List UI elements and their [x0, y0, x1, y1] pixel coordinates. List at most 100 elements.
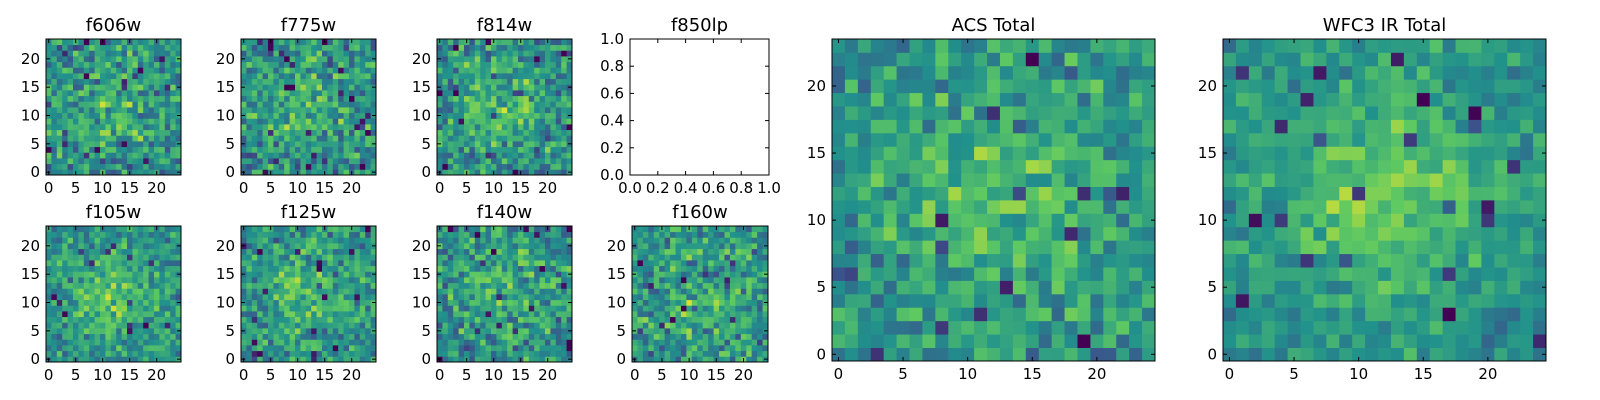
heatmap-cell: [46, 44, 52, 51]
heatmap-cell: [1077, 240, 1091, 255]
heatmap-cell: [332, 243, 339, 250]
heatmap-cell: [110, 248, 117, 255]
heatmap-cell: [241, 316, 247, 323]
heatmap-cell: [469, 90, 476, 97]
heatmap-cell: [474, 84, 481, 91]
heatmap-cell: [713, 277, 720, 284]
heatmap-cell: [78, 141, 85, 148]
heatmap-cell: [257, 95, 263, 102]
heatmap-cell: [338, 231, 344, 238]
heatmap-cell: [110, 265, 117, 272]
heatmap-cell: [154, 316, 160, 323]
heatmap-cell: [51, 265, 58, 272]
heatmap-cell: [100, 243, 106, 250]
heatmap-cell: [896, 146, 910, 161]
heatmap-cell: [735, 226, 742, 233]
heatmap-cell: [545, 311, 551, 318]
heatmap-cell: [110, 350, 117, 357]
heatmap-cell: [365, 169, 371, 176]
heatmap-cell: [659, 277, 666, 284]
heatmap-cell: [94, 90, 101, 97]
heatmap-cell: [78, 282, 85, 289]
heatmap-cell: [100, 322, 106, 329]
heatmap-cell: [974, 280, 988, 295]
heatmap-cell: [757, 333, 763, 340]
heatmap-cell: [539, 61, 546, 68]
heatmap-cell: [110, 135, 117, 142]
heatmap-cell: [485, 339, 492, 346]
heatmap-cell: [539, 141, 546, 148]
heatmap-cell: [691, 322, 698, 329]
heatmap-cell: [343, 39, 350, 46]
heatmap-cell: [469, 316, 476, 323]
heatmap-cell: [159, 141, 166, 148]
heatmap-cell: [132, 322, 139, 329]
heatmap-cell: [896, 240, 910, 255]
heatmap-cell: [561, 294, 567, 301]
heatmap-cell: [251, 356, 258, 363]
heatmap-cell: [305, 50, 312, 57]
heatmap-cell: [83, 243, 90, 250]
heatmap-cell: [105, 339, 112, 346]
heatmap-cell: [278, 141, 285, 148]
heatmap-cell: [170, 141, 176, 148]
heatmap-cell: [480, 101, 486, 108]
heatmap-cell: [359, 345, 366, 352]
heatmap-cell: [691, 248, 698, 255]
heatmap-cell: [632, 333, 638, 340]
heatmap-cell: [349, 328, 355, 335]
heatmap-cell: [724, 333, 731, 340]
heatmap-cell: [539, 107, 546, 114]
heatmap-cell: [148, 277, 155, 284]
heatmap-cell: [116, 50, 122, 57]
heatmap-cell: [442, 339, 449, 346]
heatmap-cell: [164, 163, 171, 170]
heatmap-cell: [447, 124, 454, 131]
heatmap-cell: [832, 253, 846, 268]
heatmap-cell: [100, 56, 106, 63]
heatmap-cell: [327, 135, 334, 142]
heatmap-cell: [491, 90, 497, 97]
heatmap-cell: [883, 213, 897, 228]
heatmap-cell: [262, 39, 269, 46]
heatmap-cell: [105, 299, 112, 306]
heatmap-cell: [343, 305, 350, 312]
heatmap-cell: [691, 316, 698, 323]
heatmap-cell: [365, 350, 371, 357]
heatmap-cell: [322, 299, 328, 306]
heatmap-cell: [311, 95, 317, 102]
heatmap-cell: [458, 129, 465, 136]
heatmap-cell: [566, 78, 573, 85]
heatmap-cell: [653, 271, 660, 278]
heatmap-cell: [89, 226, 95, 233]
heatmap-cell: [480, 277, 486, 284]
heatmap-cell: [1116, 307, 1130, 322]
heatmap-cell: [453, 67, 459, 74]
heatmap-cell: [132, 248, 139, 255]
heatmap-cell: [322, 67, 328, 74]
heatmap-cell: [327, 67, 334, 74]
heatmap-cell: [46, 107, 52, 114]
heatmap-cell: [518, 305, 524, 312]
heatmap-cell: [343, 124, 350, 131]
heatmap-cell: [1077, 267, 1091, 281]
heatmap-cell: [338, 277, 344, 284]
heatmap-cell: [555, 311, 562, 318]
heatmap-cell: [437, 124, 443, 131]
heatmap-cell: [458, 299, 465, 306]
heatmap-cell: [746, 277, 753, 284]
heatmap-cell: [305, 44, 312, 51]
heatmap-cell: [121, 248, 128, 255]
heatmap-cell: [132, 316, 139, 323]
heatmap-cell: [1142, 347, 1156, 362]
heatmap-cell: [518, 129, 524, 136]
heatmap-cell: [724, 288, 731, 295]
heatmap-cell: [241, 101, 247, 108]
heatmap-cell: [311, 50, 317, 57]
heatmap-cell: [246, 305, 253, 312]
heatmap-cell: [746, 316, 753, 323]
heatmap-cell: [268, 67, 274, 74]
heatmap-cell: [746, 328, 753, 335]
heatmap-cell: [170, 146, 176, 153]
heatmap-cell: [365, 328, 371, 335]
